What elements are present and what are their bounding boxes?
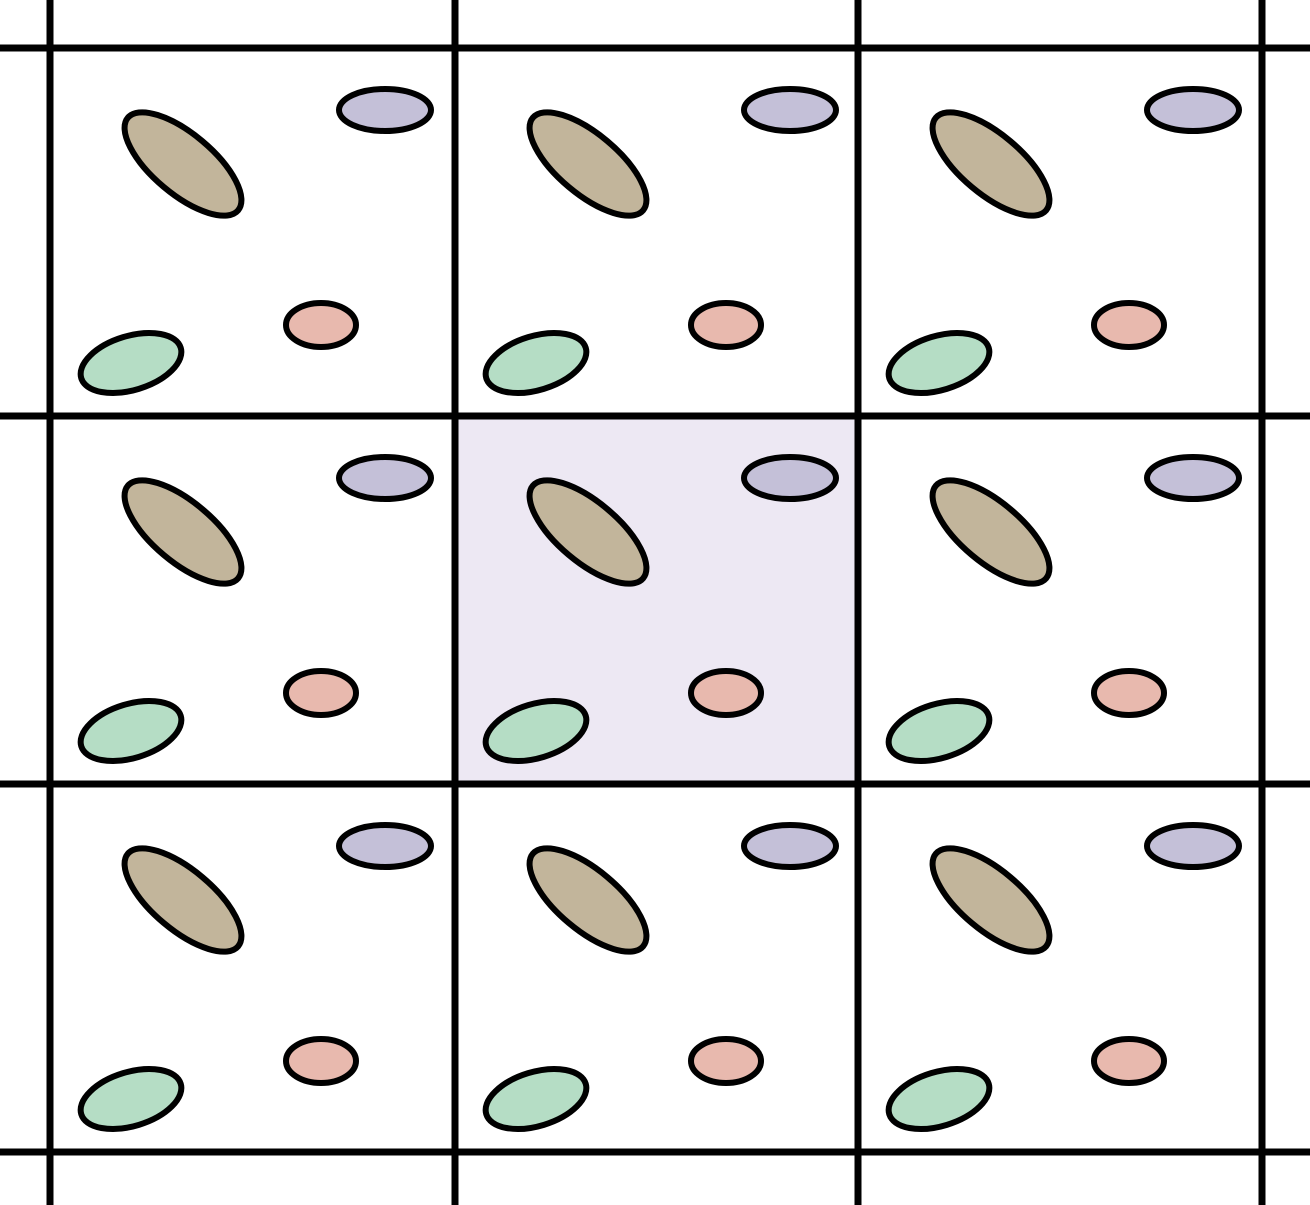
tan-ellipse <box>929 109 1053 219</box>
lavender-ellipse <box>336 822 434 870</box>
lavender-ellipse <box>1144 822 1242 870</box>
lavender-ellipse <box>336 86 434 134</box>
green-ellipse <box>77 330 185 396</box>
pink-ellipse <box>1091 300 1167 350</box>
pink-ellipse <box>688 668 764 718</box>
lavender-ellipse <box>741 454 839 502</box>
lavender-ellipse <box>741 86 839 134</box>
tan-ellipse <box>121 109 245 219</box>
lavender-ellipse <box>336 454 434 502</box>
tan-ellipse <box>526 109 650 219</box>
pink-ellipse <box>283 300 359 350</box>
particles-layer <box>77 86 1242 1132</box>
tan-ellipse <box>929 477 1053 587</box>
green-ellipse <box>482 1066 590 1132</box>
pink-ellipse <box>688 1036 764 1086</box>
green-ellipse <box>77 1066 185 1132</box>
lavender-ellipse <box>1144 86 1242 134</box>
pink-ellipse <box>1091 1036 1167 1086</box>
tan-ellipse <box>121 845 245 955</box>
lavender-ellipse <box>741 822 839 870</box>
green-ellipse <box>482 330 590 396</box>
lavender-ellipse <box>1144 454 1242 502</box>
tan-ellipse <box>929 845 1053 955</box>
tan-ellipse <box>526 477 650 587</box>
pink-ellipse <box>1091 668 1167 718</box>
green-ellipse <box>482 698 590 764</box>
tan-ellipse <box>121 477 245 587</box>
pink-ellipse <box>688 300 764 350</box>
pink-ellipse <box>283 668 359 718</box>
green-ellipse <box>885 330 993 396</box>
green-ellipse <box>77 698 185 764</box>
green-ellipse <box>885 1066 993 1132</box>
tan-ellipse <box>526 845 650 955</box>
green-ellipse <box>885 698 993 764</box>
pink-ellipse <box>283 1036 359 1086</box>
